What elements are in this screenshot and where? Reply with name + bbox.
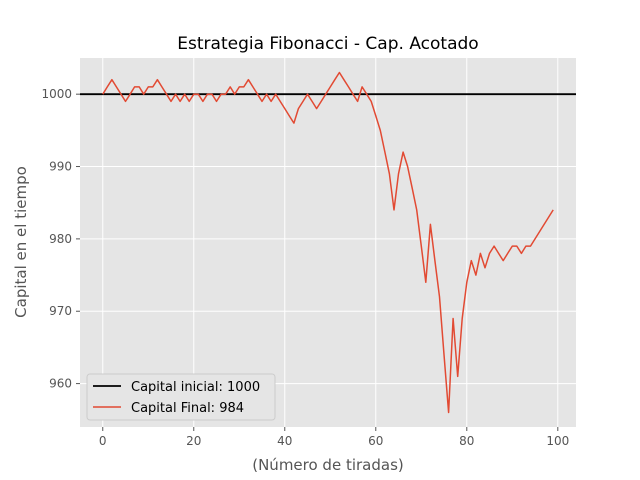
- x-tick-label: 80: [459, 434, 474, 448]
- x-tick-label: 100: [546, 434, 569, 448]
- y-axis-ticks: 960 970 980 990 1000: [41, 87, 80, 391]
- x-tick-label: 40: [277, 434, 292, 448]
- series-line: [102, 71, 554, 414]
- x-tick-label: 0: [99, 434, 107, 448]
- x-tick-label: 60: [368, 434, 383, 448]
- legend-box: [86, 373, 276, 421]
- y-tick-label: 980: [49, 232, 72, 246]
- y-axis-label: Capital en el tiempo: [12, 166, 30, 318]
- x-axis-ticks: 0 20 40 60 80 100: [99, 427, 569, 448]
- x-axis-label: (Número de tiradas): [252, 456, 404, 474]
- x-tick-label: 20: [186, 434, 201, 448]
- legend: Capital inicial: 1000 Capital Final: 984: [86, 373, 276, 421]
- y-tick-label: 1000: [41, 87, 72, 101]
- legend-label-reference: Capital inicial: 1000: [131, 380, 260, 395]
- legend-label-series: Capital Final: 984: [131, 401, 244, 416]
- chart-title: Estrategia Fibonacci - Cap. Acotado: [177, 34, 478, 54]
- plot-area: [80, 58, 576, 427]
- y-tick-label: 970: [49, 304, 72, 318]
- y-tick-label: 990: [49, 160, 72, 174]
- y-tick-label: 960: [49, 377, 72, 391]
